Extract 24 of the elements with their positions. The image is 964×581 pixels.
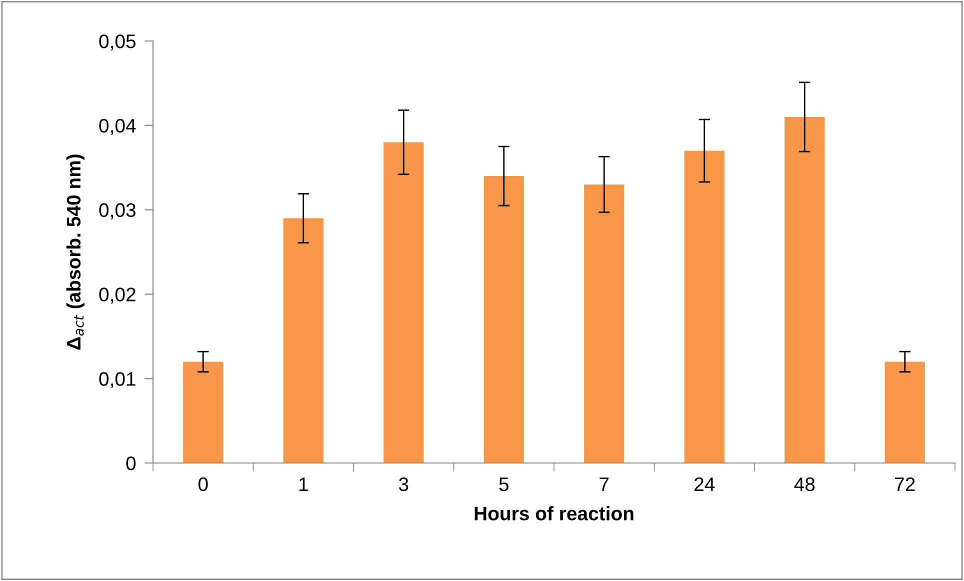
- y-tick-label: 0,05: [99, 34, 136, 51]
- x-tick-label: 48: [794, 477, 815, 492]
- bar: [584, 184, 624, 463]
- x-axis-title: Hours of reaction: [474, 506, 634, 520]
- bar: [884, 362, 925, 463]
- bar: [684, 150, 724, 463]
- x-tick-label: 1: [299, 478, 308, 491]
- y-tick-label: 0: [126, 456, 136, 470]
- bar: [784, 116, 825, 463]
- y-tick-label: 0,03: [99, 203, 136, 220]
- y-axis-title: Δ$_{act}$ (absorb. 540 nm): [66, 154, 84, 350]
- x-tick-label: 5: [499, 478, 508, 492]
- x-tick-label: 24: [694, 477, 715, 491]
- x-tick-label: 72: [895, 477, 915, 491]
- x-tick-label: 0: [198, 477, 208, 492]
- x-tick-label: 7: [600, 478, 609, 491]
- bar: [384, 142, 424, 463]
- bar: [183, 362, 224, 463]
- y-tick-label: 0,04: [99, 118, 136, 135]
- x-tick-label: 3: [398, 477, 408, 492]
- y-tick-label: 0,02: [99, 288, 136, 304]
- y-tick-label: 0,01: [99, 372, 136, 388]
- bar: [484, 176, 524, 463]
- bar: [283, 218, 324, 463]
